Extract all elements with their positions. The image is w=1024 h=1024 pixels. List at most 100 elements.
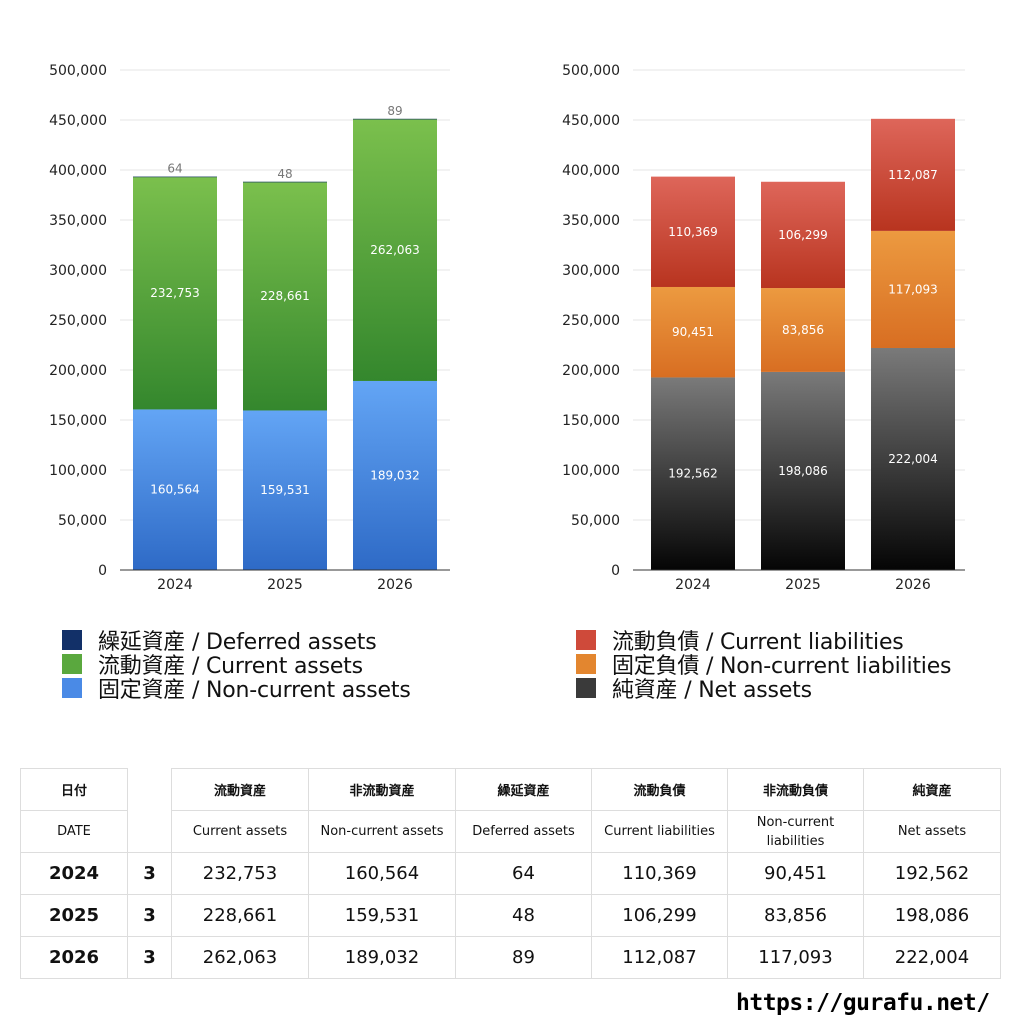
y-tick-label: 0 bbox=[611, 563, 620, 579]
y-tick-label: 500,000 bbox=[562, 63, 620, 79]
bar-non-current-liabilities-2025 bbox=[761, 288, 845, 372]
liabilities-legend: 流動負債 / Current liabilities 固定負債 / Non-cu… bbox=[576, 628, 952, 703]
header-current-liabilities-en: Current liabilities bbox=[591, 810, 728, 853]
cell-deferred-assets: 48 bbox=[455, 894, 592, 937]
cell-current-liabilities: 112,087 bbox=[591, 936, 728, 979]
cell-current-assets: 262,063 bbox=[171, 936, 309, 979]
table-header-jp-row: 日付 流動資産 非流動資産 繰延資産 流動負債 非流動負債 純資産 bbox=[20, 768, 1001, 811]
bar-current-assets-2026 bbox=[353, 118, 437, 381]
legend-swatch-net-assets bbox=[576, 678, 596, 698]
data-label-non-current-assets-2025: 159,531 bbox=[260, 483, 310, 497]
assets-chart: 0 50,000 100,000 150,000 200,000 250,000 300,0… bbox=[49, 63, 450, 593]
cell-non-current-liabilities: 90,451 bbox=[727, 852, 864, 895]
data-label-current-assets-2024: 232,753 bbox=[150, 286, 200, 300]
cell-non-current-liabilities: 117,093 bbox=[727, 936, 864, 979]
data-label-net-assets-2026: 222,004 bbox=[888, 452, 938, 466]
y-tick-label: 0 bbox=[98, 563, 107, 579]
cell-current-assets: 228,661 bbox=[171, 894, 309, 937]
legend-item-deferred-assets: 繰延資産 / Deferred assets bbox=[62, 628, 411, 655]
legend-swatch-current-liabilities bbox=[576, 630, 596, 650]
header-deferred-assets-jp: 繰延資産 bbox=[455, 768, 592, 811]
x-tick-label: 2025 bbox=[785, 577, 821, 593]
bar-non-current-liabilities-2024 bbox=[651, 286, 735, 378]
legend-swatch-non-current-liabilities bbox=[576, 654, 596, 674]
data-label-net-assets-2024: 192,562 bbox=[668, 467, 718, 481]
header-net-assets-en: Net assets bbox=[863, 810, 1001, 853]
y-tick-label: 100,000 bbox=[562, 463, 620, 479]
bar-net-assets-2026 bbox=[871, 347, 955, 570]
row-year: 2025 bbox=[20, 894, 128, 937]
x-tick-label: 2026 bbox=[377, 577, 413, 593]
bar-deferred-assets-2025 bbox=[243, 181, 327, 183]
bar-current-assets-2024 bbox=[133, 176, 217, 410]
legend-item-current-assets: 流動資産 / Current assets bbox=[62, 652, 411, 679]
table-header-en-row: DATE Current assets Non-current assets D… bbox=[20, 810, 1001, 853]
liabilities-net-assets-chart: 0 50,000 100,000 150,000 200,000 250,000 300,0… bbox=[562, 63, 965, 593]
charts-area: 0 50,000 100,000 150,000 200,000 250,000 300,0… bbox=[49, 63, 965, 593]
data-label-deferred-assets-2024: 64 bbox=[167, 162, 182, 176]
legend-label-non-current-assets: 固定資産 / Non-current assets bbox=[98, 678, 411, 703]
data-label-non-current-liabilities-2025: 83,856 bbox=[782, 323, 824, 337]
legend-label-deferred-assets: 繰延資産 / Deferred assets bbox=[98, 630, 377, 655]
legend-item-non-current-assets: 固定資産 / Non-current assets bbox=[62, 676, 411, 703]
legend-item-non-current-liabilities: 固定負債 / Non-current liabilities bbox=[576, 652, 952, 679]
data-label-current-liabilities-2026: 112,087 bbox=[888, 168, 938, 182]
data-label-deferred-assets-2025: 48 bbox=[277, 167, 292, 181]
bar-deferred-assets-2026 bbox=[353, 118, 437, 120]
y-tick-label: 200,000 bbox=[49, 363, 107, 379]
header-current-assets-en: Current assets bbox=[171, 810, 309, 853]
header-non-current-liabilities-jp: 非流動負債 bbox=[727, 768, 864, 811]
bar-net-assets-2024 bbox=[651, 377, 735, 570]
balance-sheet-table: 日付 流動資産 非流動資産 繰延資産 流動負債 非流動負債 純資産 DATE C… bbox=[20, 768, 1001, 979]
table-row: 2026 3 262,063 189,032 89 112,087 117,09… bbox=[20, 936, 1001, 979]
bar-non-current-liabilities-2026 bbox=[871, 230, 955, 348]
x-tick-label: 2024 bbox=[675, 577, 711, 593]
data-label-deferred-assets-2026: 89 bbox=[387, 104, 402, 118]
y-tick-label: 450,000 bbox=[562, 113, 620, 129]
legend-label-non-current-liabilities: 固定負債 / Non-current liabilities bbox=[612, 654, 952, 679]
y-tick-label: 350,000 bbox=[49, 213, 107, 229]
cell-net-assets: 198,086 bbox=[863, 894, 1001, 937]
legend-label-current-assets: 流動資産 / Current assets bbox=[98, 654, 363, 679]
y-tick-label: 300,000 bbox=[49, 263, 107, 279]
bar-deferred-assets-2024 bbox=[133, 176, 217, 178]
bar-current-liabilities-2025 bbox=[761, 181, 845, 289]
cell-current-liabilities: 106,299 bbox=[591, 894, 728, 937]
x-tick-label: 2026 bbox=[895, 577, 931, 593]
row-year: 2026 bbox=[20, 936, 128, 979]
data-label-net-assets-2025: 198,086 bbox=[778, 464, 828, 478]
cell-deferred-assets: 89 bbox=[455, 936, 592, 979]
y-tick-label: 50,000 bbox=[571, 513, 620, 529]
data-label-current-liabilities-2025: 106,299 bbox=[778, 228, 828, 242]
y-tick-label: 100,000 bbox=[49, 463, 107, 479]
row-month: 3 bbox=[127, 894, 172, 937]
bar-non-current-assets-2024 bbox=[133, 409, 217, 570]
y-tick-label: 350,000 bbox=[562, 213, 620, 229]
header-date-en: DATE bbox=[20, 810, 128, 853]
assets-legend: 繰延資産 / Deferred assets 流動資産 / Current as… bbox=[62, 628, 411, 703]
bar-current-liabilities-2026 bbox=[871, 118, 955, 231]
y-tick-label: 200,000 bbox=[562, 363, 620, 379]
data-label-current-liabilities-2024: 110,369 bbox=[668, 225, 718, 239]
data-label-current-assets-2025: 228,661 bbox=[260, 289, 310, 303]
y-tick-label: 250,000 bbox=[562, 313, 620, 329]
legend-item-net-assets: 純資産 / Net assets bbox=[576, 676, 951, 703]
cell-current-assets: 232,753 bbox=[171, 852, 309, 895]
legend-swatch-deferred-assets bbox=[62, 630, 82, 650]
x-tick-label: 2025 bbox=[267, 577, 303, 593]
header-net-assets-jp: 純資産 bbox=[863, 768, 1001, 811]
y-tick-label: 300,000 bbox=[562, 263, 620, 279]
data-label-non-current-assets-2026: 189,032 bbox=[370, 468, 420, 482]
cell-non-current-liabilities: 83,856 bbox=[727, 894, 864, 937]
y-tick-label: 150,000 bbox=[49, 413, 107, 429]
data-label-non-current-liabilities-2026: 117,093 bbox=[888, 282, 938, 296]
cell-non-current-assets: 160,564 bbox=[308, 852, 456, 895]
bar-net-assets-2025 bbox=[761, 371, 845, 570]
cell-non-current-assets: 189,032 bbox=[308, 936, 456, 979]
header-non-current-liabilities-en: Non-current liabilities bbox=[727, 810, 864, 853]
source-url[interactable]: https://gurafu.net/ bbox=[736, 990, 990, 1016]
header-current-liabilities-jp: 流動負債 bbox=[591, 768, 728, 811]
row-month: 3 bbox=[127, 936, 172, 979]
header-date-jp: 日付 bbox=[20, 768, 128, 811]
header-non-current-assets-jp: 非流動資産 bbox=[308, 768, 456, 811]
